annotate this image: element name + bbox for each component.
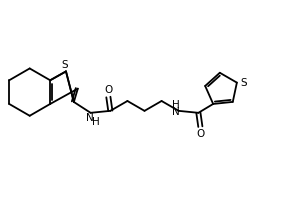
Text: N: N: [172, 107, 180, 117]
Text: H: H: [92, 117, 99, 127]
Text: N: N: [86, 113, 94, 123]
Text: O: O: [104, 85, 112, 95]
Text: S: S: [62, 60, 68, 70]
Text: O: O: [196, 129, 205, 139]
Text: H: H: [172, 100, 180, 110]
Text: S: S: [241, 78, 247, 88]
